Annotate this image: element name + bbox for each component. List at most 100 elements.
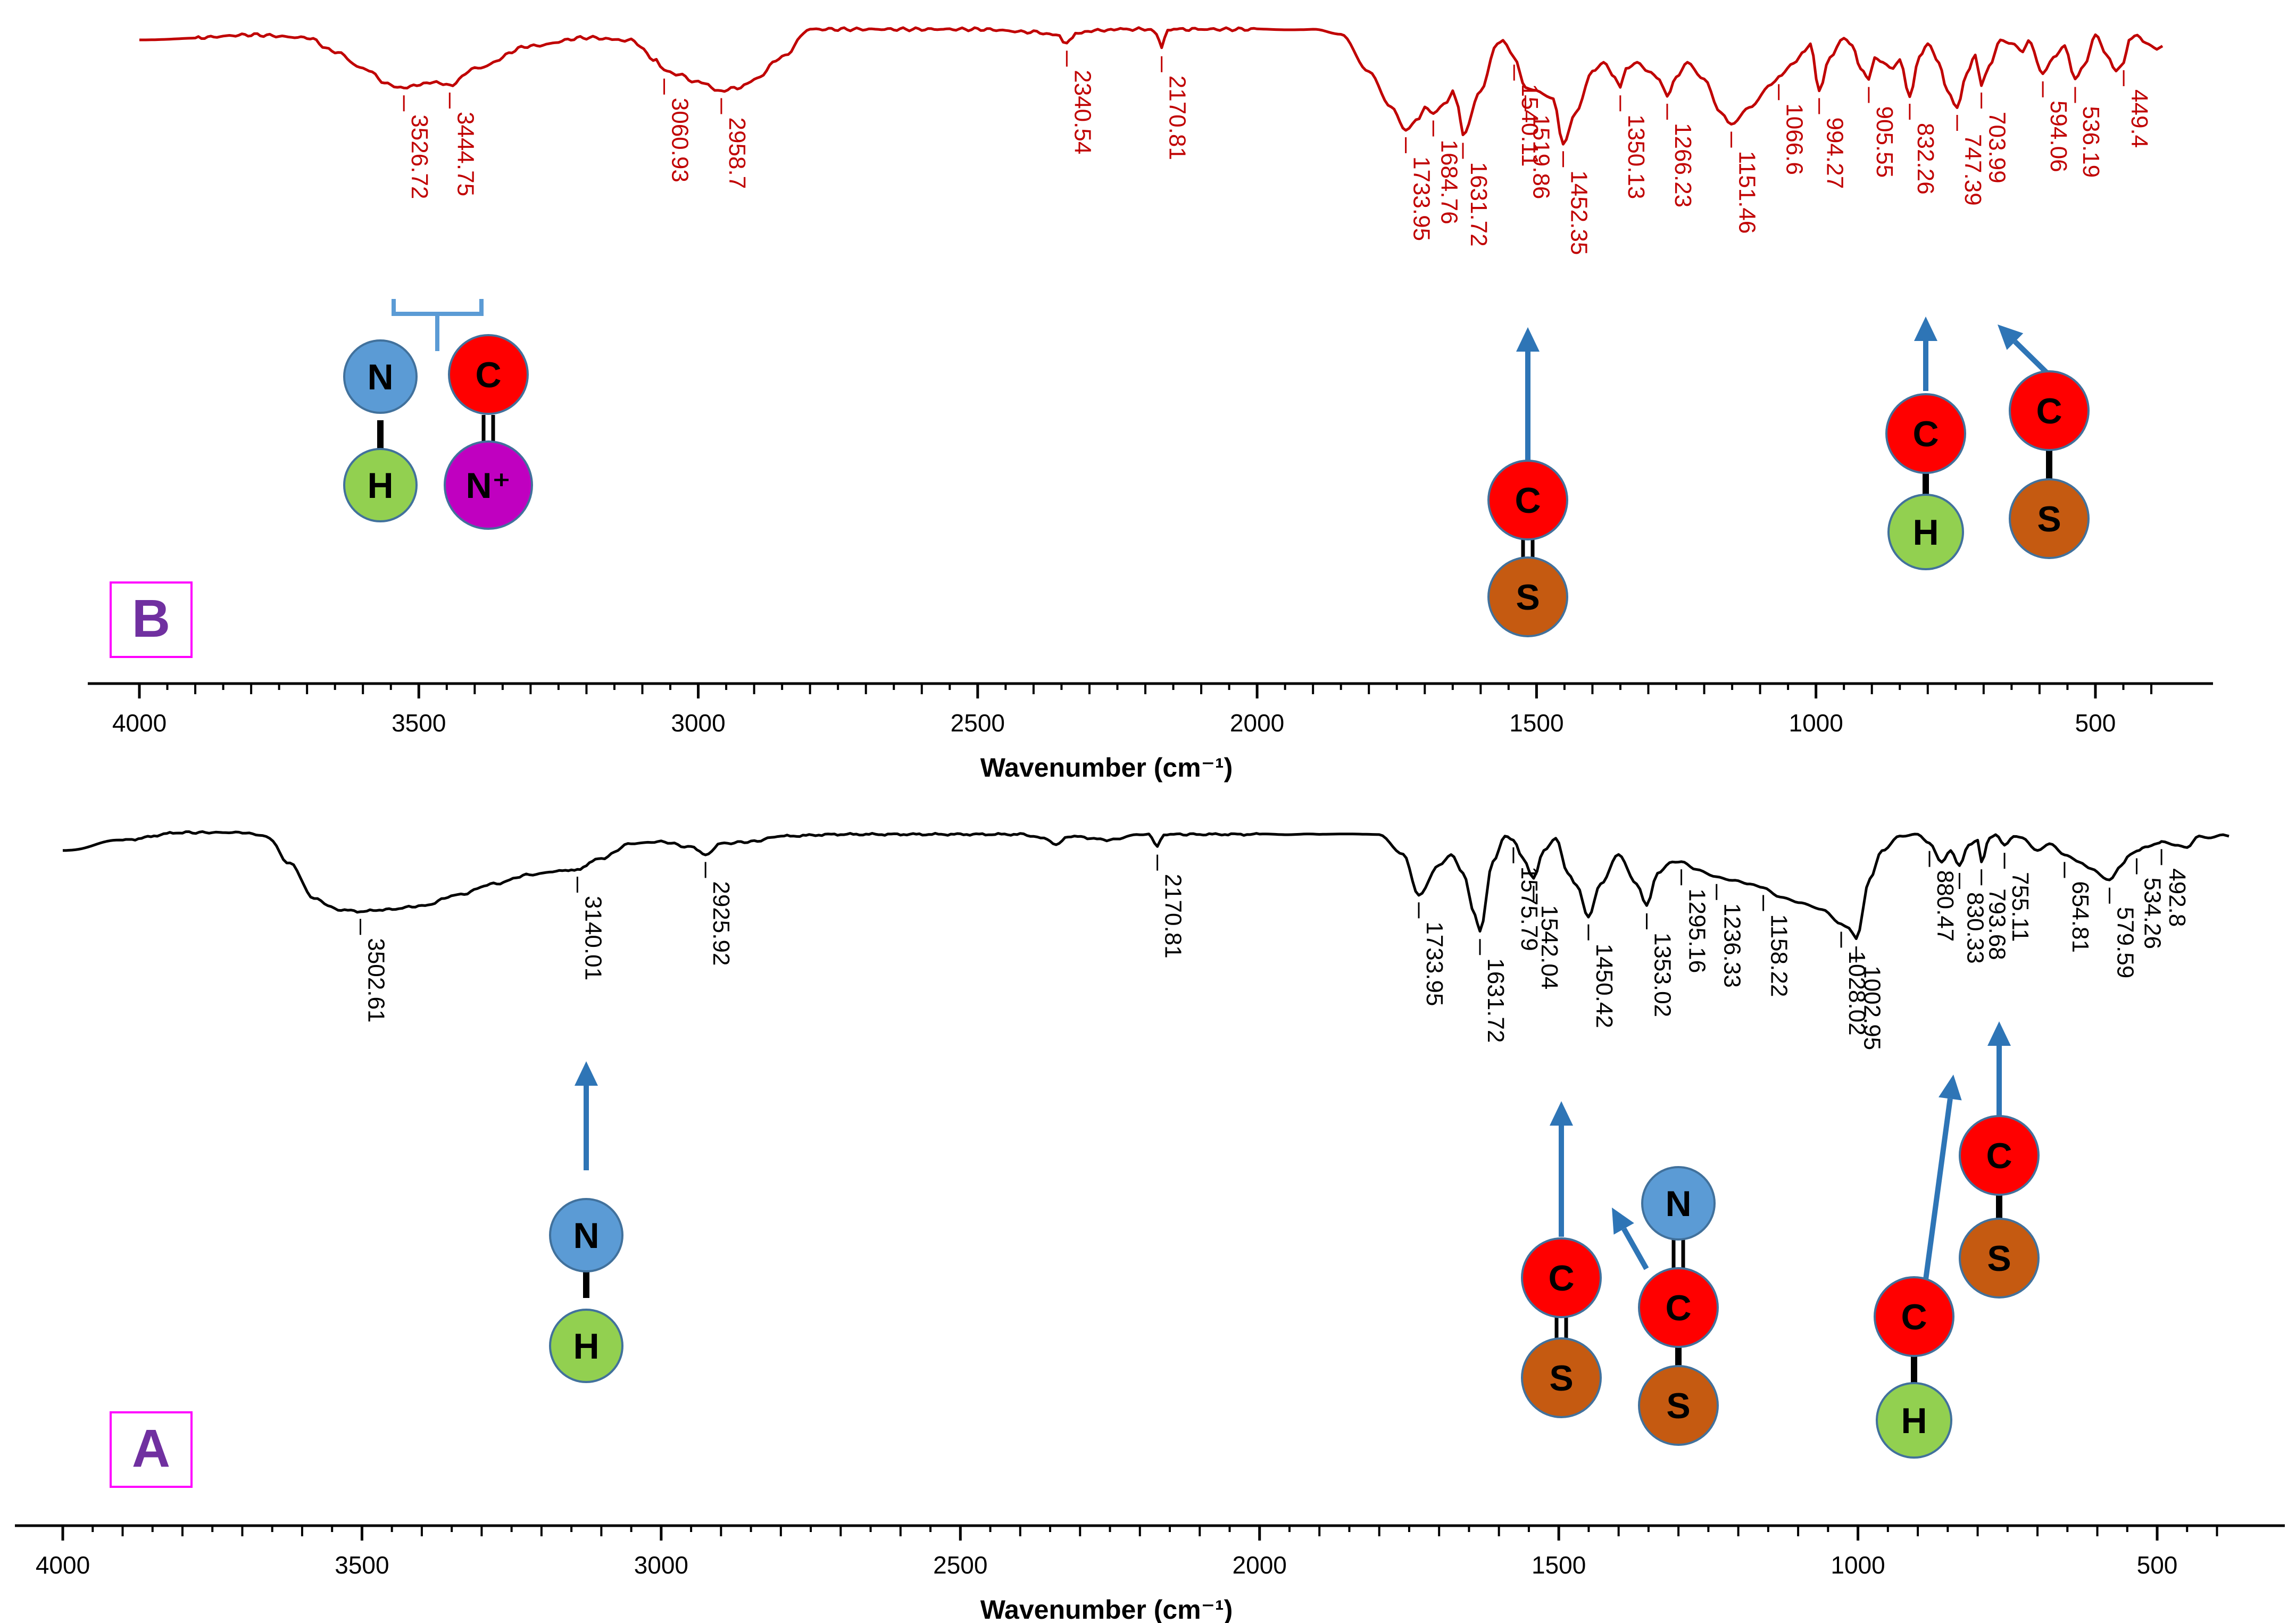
- x-axis-title: Wavenumber (cm⁻¹): [980, 1595, 1233, 1623]
- peak-value: 2170.81: [1164, 76, 1191, 160]
- atom-circle: [1959, 1218, 2040, 1299]
- atom-circle: [549, 1198, 623, 1272]
- peak-value: 2925.92: [708, 881, 734, 966]
- peak-label: 832.26: [1909, 104, 1939, 195]
- atom-circle: [444, 440, 533, 530]
- panel-b: 3526.72 3444.75 3060.93 2958.7 2340.54 2170.8…: [88, 26, 2213, 783]
- peak-value: 1151.46: [1734, 151, 1760, 234]
- peak-value: 594.06: [2045, 101, 2072, 172]
- atom-symbol: H: [1901, 1401, 1927, 1441]
- x-tick-label: 4000: [112, 709, 167, 737]
- atom-symbol: N: [573, 1216, 599, 1256]
- spectrum-line-b: [139, 26, 2164, 146]
- peak-label: 1631.72: [1462, 143, 1492, 247]
- peak-label: 880.47: [1928, 851, 1958, 942]
- peak-label: 536.19: [2074, 87, 2104, 178]
- atom-s: S: [1959, 1218, 2040, 1299]
- atom-circle: [1885, 393, 1966, 474]
- x-tick-label: 2500: [951, 709, 1005, 737]
- arrowhead: [1612, 1208, 1634, 1235]
- atom-symbol: S: [1987, 1238, 2011, 1279]
- peak-value: 654.81: [2067, 881, 2093, 953]
- atom-circle: [1959, 1115, 2040, 1196]
- atom-symbol: N: [1665, 1184, 1691, 1224]
- peak-label: 1066.6: [1778, 84, 1808, 175]
- peak-label: 1151.46: [1731, 131, 1760, 234]
- atom-symbol: S: [1516, 577, 1540, 618]
- peak-label: 3526.72: [403, 95, 432, 199]
- atom-symbol: S: [1666, 1386, 1690, 1426]
- x-tick-label: 1500: [1532, 1551, 1586, 1579]
- peak-value: 1236.33: [1719, 903, 1745, 988]
- peak-label: 1450.42: [1587, 924, 1617, 1028]
- peak-label: 594.06: [2042, 81, 2072, 172]
- atom-symbol: C: [1548, 1258, 1574, 1299]
- atom-circle: [1641, 1166, 1716, 1241]
- peak-label: 2340.54: [1066, 51, 1095, 154]
- peak-label: 1452.35: [1562, 151, 1592, 255]
- atom-h: H: [343, 448, 418, 522]
- peak-value: 3140.01: [580, 896, 606, 980]
- peak-label: 1350.13: [1619, 95, 1649, 199]
- atom-circle: [343, 339, 418, 414]
- peak-value: 747.39: [1960, 134, 1986, 206]
- atom-symbol: N⁺: [466, 465, 511, 506]
- peak-label: 1733.95: [1418, 902, 1448, 1006]
- peak-value: 1002.95: [1859, 966, 1885, 1050]
- peak-label: 830.33: [1958, 873, 1988, 964]
- atom-circle: [343, 448, 418, 522]
- peak-label: 747.39: [1956, 115, 1986, 206]
- atom-s: S: [1638, 1365, 1719, 1446]
- peak-value: 1631.72: [1483, 958, 1509, 1043]
- peak-value: 1575.79: [1516, 867, 1542, 951]
- peak-label: 1236.33: [1716, 884, 1745, 988]
- atom-symbol: H: [1912, 512, 1939, 553]
- peak-label: 3502.61: [359, 919, 389, 1022]
- peak-value: 703.99: [1984, 112, 2010, 184]
- peak-label: 1631.72: [1479, 939, 1509, 1043]
- atom-s: S: [2009, 478, 2090, 559]
- atom-h: H: [549, 1309, 623, 1383]
- atom-symbol: C: [475, 355, 501, 395]
- x-tick-label: 1500: [1509, 709, 1563, 737]
- panel-label-box: [110, 581, 193, 658]
- atom-symbol: H: [573, 1326, 599, 1367]
- atom-circle: [1487, 556, 1568, 637]
- atom-symbol: S: [1549, 1358, 1573, 1399]
- peak-label: 1540.11: [1513, 64, 1543, 167]
- peak-value: 1684.76: [1436, 140, 1462, 224]
- atom-symbol: H: [367, 465, 393, 506]
- x-tick-label: 500: [2137, 1551, 2178, 1579]
- x-tick-label: 3000: [671, 709, 725, 737]
- peak-label: 1542.04: [1533, 886, 1562, 989]
- peak-label: 1028.02: [1840, 931, 1870, 1036]
- peak-value: 1733.95: [1409, 156, 1435, 241]
- atom-symbol: N: [367, 357, 393, 397]
- panel-a: 3502.61 3140.01 2925.92 2170.81 1733.95 1631.…: [15, 830, 2285, 1623]
- peak-value: 3444.75: [452, 112, 478, 196]
- atom-symbol: C: [1901, 1297, 1927, 1337]
- peak-value: 3060.93: [667, 98, 693, 182]
- atom-symbol: C: [1665, 1288, 1691, 1328]
- peak-value: 1350.13: [1623, 114, 1649, 199]
- atom-c: C: [1521, 1237, 1602, 1318]
- atom-h: H: [1876, 1382, 1952, 1459]
- peak-value: 832.26: [1912, 123, 1939, 195]
- peak-value: 1450.42: [1591, 944, 1617, 1028]
- peak-value: 534.26: [2139, 878, 2165, 950]
- x-tick-label: 3500: [335, 1551, 389, 1579]
- peak-value: 536.19: [2078, 106, 2104, 178]
- arrowhead: [1939, 1075, 1962, 1101]
- peak-value: 3526.72: [406, 114, 432, 199]
- atom-symbol: C: [2036, 391, 2062, 431]
- peak-label: 793.68: [1981, 869, 2010, 960]
- arrow-shaft: [2013, 339, 2051, 377]
- peak-value: 1733.95: [1421, 921, 1448, 1006]
- x-tick-label: 1000: [1788, 709, 1843, 737]
- x-tick-label: 500: [2075, 709, 2116, 737]
- peak-label: 2170.81: [1161, 56, 1191, 160]
- peak-label: 1519.86: [1525, 95, 1554, 199]
- peak-label: 994.27: [1818, 98, 1848, 189]
- peak-label: 1158.22: [1762, 895, 1792, 997]
